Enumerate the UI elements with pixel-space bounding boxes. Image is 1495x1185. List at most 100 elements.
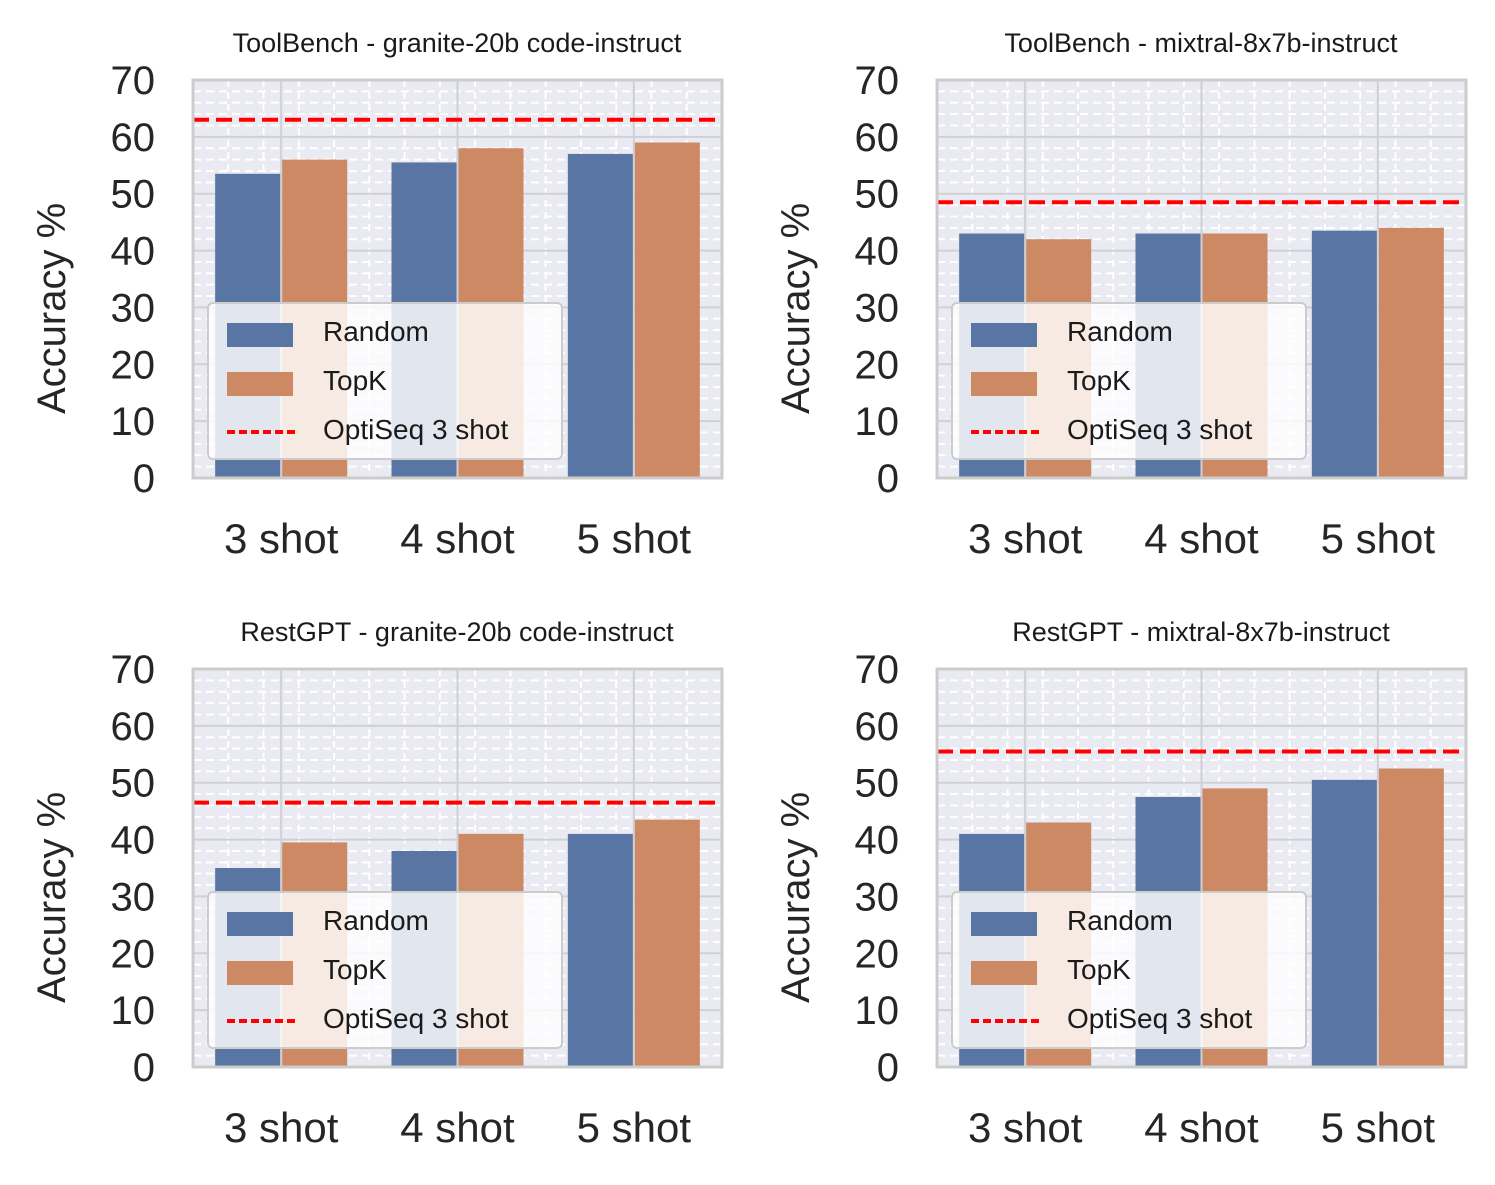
y-tick-label: 70 [111,59,156,103]
y-tick-label: 0 [133,1046,155,1090]
y-tick-label: 60 [855,705,900,749]
legend-item-random: Random [953,314,1305,348]
bar-random [1311,779,1377,1067]
bar-random [567,833,633,1067]
chart-title: ToolBench - mixtral-8x7b-instruct [1004,28,1398,58]
legend-swatch-optiseq [971,1019,1039,1023]
chart-panel: 0 10 20 30 40 50 60 70 3 shot 4 shot 5 shot ToolBe… [0,0,747,592]
legend-label-optiseq: OptiSeq 3 shot [323,1003,509,1034]
legend-swatch-random [971,912,1037,936]
legend-label-random: Random [1067,316,1173,347]
y-tick-label: 50 [855,762,900,806]
x-tick-label: 5 shot [577,1104,692,1151]
y-tick-label: 10 [111,989,156,1033]
y-tick-label: 70 [111,648,156,692]
y-tick-label: 10 [855,400,900,444]
legend-item-random: Random [209,903,561,937]
legend-swatch-optiseq [971,430,1039,434]
legend-label-random: Random [1067,905,1173,936]
x-tick-label: 5 shot [577,515,692,562]
legend-label-topk: TopK [323,365,387,396]
y-tick-label: 0 [877,457,899,501]
legend: Random TopK OptiSeq 3 shot [951,891,1307,1049]
legend-swatch-topk [227,372,293,396]
x-tick-label: 4 shot [400,1104,515,1151]
legend-label-optiseq: OptiSeq 3 shot [1067,414,1253,445]
chart-title: ToolBench - granite-20b code-instruct [232,28,682,58]
bar-topk [634,142,700,479]
x-tick-label: 3 shot [968,515,1083,562]
y-tick-label: 20 [111,343,156,387]
plot-frame [191,78,724,480]
y-tick-label: 70 [855,59,900,103]
y-tick-label: 50 [111,762,156,806]
legend: Random TopK OptiSeq 3 shot [207,302,563,460]
y-tick-label: 50 [111,173,156,217]
x-tick-label: 3 shot [968,1104,1083,1151]
x-tick-label: 4 shot [1144,515,1259,562]
legend-label-optiseq: OptiSeq 3 shot [323,414,509,445]
chart-plot: 0 10 20 30 40 50 60 70 3 shot 4 shot 5 shot [111,648,724,1151]
bar-random [1311,230,1377,478]
y-tick-label: 70 [855,648,900,692]
legend-swatch-random [227,323,293,347]
y-tick-label: 0 [877,1046,899,1090]
plot-frame [935,78,1468,480]
y-tick-label: 40 [111,230,156,274]
y-tick-label: 30 [111,875,156,919]
legend-item-optiseq: OptiSeq 3 shot [953,1001,1305,1035]
chart-panel: 0 10 20 30 40 50 60 70 3 shot 4 shot 5 shot RestGP… [744,589,1491,1181]
legend-swatch-topk [971,372,1037,396]
legend-swatch-optiseq [227,430,295,434]
y-tick-label: 30 [855,875,900,919]
legend-item-optiseq: OptiSeq 3 shot [209,412,561,446]
y-axis-label: Accuracy % [774,202,818,414]
legend-item-optiseq: OptiSeq 3 shot [209,1001,561,1035]
y-tick-label: 30 [111,286,156,330]
y-axis-label: Accuracy % [774,791,818,1003]
legend-item-random: Random [953,903,1305,937]
chart-panel: 0 10 20 30 40 50 60 70 3 shot 4 shot 5 shot RestGP… [0,589,747,1181]
legend-swatch-optiseq [227,1019,295,1023]
x-tick-label: 4 shot [400,515,515,562]
y-tick-label: 20 [855,932,900,976]
y-axis-label: Accuracy % [30,202,74,414]
x-tick-label: 5 shot [1321,1104,1436,1151]
y-tick-label: 40 [855,819,900,863]
chart-plot: 0 10 20 30 40 50 60 70 3 shot 4 shot 5 shot [855,648,1468,1151]
legend-item-topk: TopK [953,363,1305,397]
y-tick-label: 60 [111,116,156,160]
bar-topk [1378,227,1444,478]
legend: Random TopK OptiSeq 3 shot [207,891,563,1049]
y-tick-label: 60 [855,116,900,160]
y-tick-label: 40 [111,819,156,863]
legend: Random TopK OptiSeq 3 shot [951,302,1307,460]
y-tick-label: 20 [111,932,156,976]
y-tick-label: 10 [111,400,156,444]
x-tick-label: 4 shot [1144,1104,1259,1151]
chart-title: RestGPT - mixtral-8x7b-instruct [1012,617,1390,647]
legend-item-topk: TopK [953,952,1305,986]
legend-label-random: Random [323,316,429,347]
x-tick-label: 5 shot [1321,515,1436,562]
chart-plot: 0 10 20 30 40 50 60 70 3 shot 4 shot 5 shot [111,59,724,562]
legend-item-optiseq: OptiSeq 3 shot [953,412,1305,446]
legend-item-random: Random [209,314,561,348]
y-tick-label: 40 [855,230,900,274]
y-tick-label: 20 [855,343,900,387]
legend-label-topk: TopK [1067,954,1131,985]
x-tick-label: 3 shot [224,515,339,562]
x-tick-label: 3 shot [224,1104,339,1151]
y-axis-label: Accuracy % [30,791,74,1003]
y-tick-label: 10 [855,989,900,1033]
chart-title: RestGPT - granite-20b code-instruct [240,617,674,647]
chart-panel: 0 10 20 30 40 50 60 70 3 shot 4 shot 5 shot ToolBe… [744,0,1491,592]
bar-topk [1378,768,1444,1067]
legend-label-topk: TopK [323,954,387,985]
y-tick-label: 30 [855,286,900,330]
bar-random [567,153,633,478]
plot-frame [935,667,1468,1069]
y-tick-label: 0 [133,457,155,501]
plot-frame [191,667,724,1069]
